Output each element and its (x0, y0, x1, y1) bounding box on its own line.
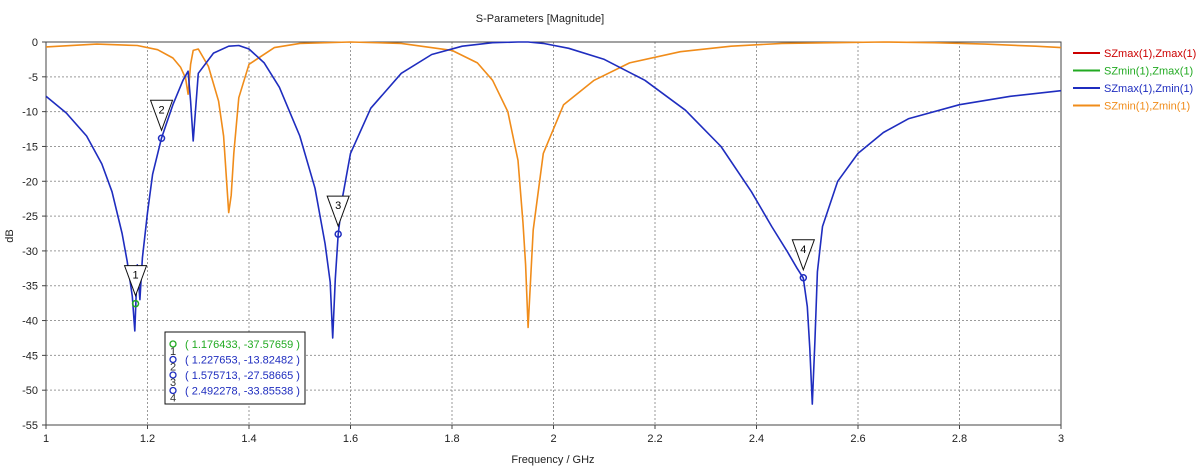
x-tick-label: 2 (550, 433, 556, 445)
readout-value: ( 1.176433, -37.57659 ) (185, 339, 300, 351)
y-tick-label: -45 (22, 350, 38, 362)
marker-label: 3 (335, 200, 341, 212)
readout-value: ( 1.227653, -13.82482 ) (185, 355, 300, 367)
readout-index: 2 (170, 362, 176, 374)
y-tick-label: 0 (32, 37, 38, 49)
x-tick-label: 1.2 (140, 433, 155, 445)
marker-flag (149, 99, 174, 132)
marker-point (799, 274, 808, 282)
marker-label: 4 (800, 244, 806, 256)
legend-label: SZmax(1),Zmin(1) (1104, 83, 1193, 95)
legend-item: SZmin(1),Zmin(1) (1073, 101, 1190, 113)
markers: 1 2 3 4 (123, 99, 816, 308)
y-tick-label: -25 (22, 211, 38, 223)
y-axis-title: dB (4, 229, 16, 242)
x-tick-label: 2.8 (952, 433, 967, 445)
x-axis-title: Frequency / GHz (511, 454, 594, 466)
marker-flag (123, 265, 148, 298)
readout-marker-icon (169, 355, 177, 364)
x-tick-label: 1 (43, 433, 49, 445)
x-tick-label: 2.2 (647, 433, 662, 445)
readout-value: ( 1.575713, -27.58665 ) (185, 370, 300, 382)
legend-label: SZmax(1),Zmax(1) (1104, 48, 1196, 60)
x-tick-label: 1.6 (343, 433, 358, 445)
marker-3: 3 (326, 195, 350, 238)
readout-marker-icon (169, 340, 177, 348)
readout-index: 1 (170, 346, 176, 358)
marker-readout-box: 1 ( 1.176433, -37.57659 ) 2 ( 1.227653, -13… (164, 331, 306, 405)
readout-frame (164, 331, 306, 405)
y-tick-label: -50 (22, 385, 38, 397)
x-tick-label: 2.6 (850, 433, 865, 445)
readout-index: 3 (170, 377, 176, 389)
legend-label: SZmin(1),Zmax(1) (1104, 66, 1193, 78)
legend-label: SZmin(1),Zmin(1) (1104, 101, 1190, 113)
y-tick-label: -15 (22, 141, 38, 153)
series-line-2 (45, 41, 1062, 405)
marker-label: 2 (158, 104, 164, 116)
x-tick-label: 2.4 (749, 433, 764, 445)
legend-item: SZmax(1),Zmax(1) (1073, 48, 1196, 60)
series-line-3 (45, 41, 1062, 329)
marker-flag (326, 195, 350, 228)
legend: SZmax(1),Zmax(1) SZmin(1),Zmax(1) SZmax(1)… (1073, 48, 1196, 113)
readout-value: ( 2.492278, -33.85538 ) (185, 386, 300, 398)
marker-point (334, 230, 342, 238)
marker-point (131, 299, 140, 308)
y-tick-label: -40 (22, 316, 38, 328)
y-tick-label: -10 (22, 107, 38, 119)
legend-item: SZmax(1),Zmin(1) (1073, 83, 1193, 95)
marker-1: 1 (123, 265, 148, 308)
y-tick-label: -35 (22, 281, 38, 293)
marker-point (157, 134, 166, 143)
y-tick-label: -20 (22, 176, 38, 188)
y-tick-label: -30 (22, 246, 38, 258)
x-tick-label: 1.4 (241, 433, 256, 445)
axis-ticks: 1 1.2 1.4 1.6 1.8 2 2.2 2.4 2.6 2.8 3 0 -5 -10 -15 -20 -… (22, 37, 1064, 445)
y-tick-label: -55 (22, 420, 38, 432)
readout-marker-icon (169, 371, 177, 379)
x-tick-label: 1.8 (444, 433, 459, 445)
readout-marker-icon (169, 386, 177, 395)
legend-item: SZmin(1),Zmax(1) (1073, 66, 1193, 78)
readout-index: 4 (170, 393, 176, 405)
series-lines (45, 41, 1062, 405)
chart-title: S-Parameters [Magnitude] (476, 13, 604, 25)
marker-2: 2 (149, 99, 174, 143)
marker-label: 1 (132, 270, 138, 282)
marker-flag (791, 239, 816, 272)
x-tick-label: 3 (1058, 433, 1064, 445)
marker-4: 4 (791, 239, 816, 282)
y-tick-label: -5 (28, 72, 38, 84)
